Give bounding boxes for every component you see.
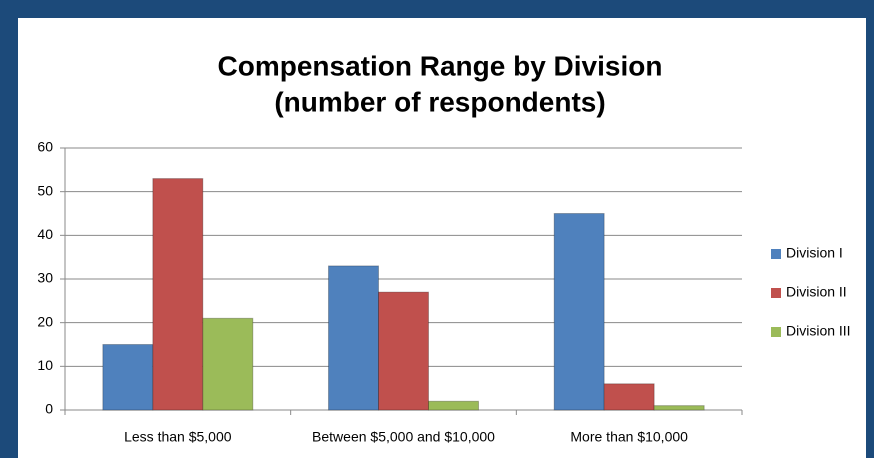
bar (102, 344, 154, 411)
bar (328, 265, 379, 411)
x-tick-label: More than $10,000 (570, 429, 688, 445)
bar (152, 178, 204, 411)
chart-subtitle: (number of respondents) (274, 86, 605, 117)
legend-swatch (771, 288, 781, 298)
chart-title: Compensation Range by Division (218, 50, 663, 81)
bar (653, 405, 705, 411)
x-tick-label: Less than $5,000 (124, 429, 232, 445)
y-tick-label: 20 (37, 313, 53, 329)
y-tick-label: 30 (37, 270, 53, 286)
legend-label: Division II (786, 284, 847, 300)
y-tick-label: 10 (37, 357, 53, 373)
x-tick-label: Between $5,000 and $10,000 (312, 429, 495, 445)
bar (553, 213, 605, 411)
y-tick-label: 40 (37, 226, 53, 242)
legend-swatch (771, 249, 781, 259)
y-tick-label: 0 (45, 401, 53, 417)
bar (428, 400, 479, 411)
y-tick-label: 60 (37, 139, 53, 155)
bar (378, 291, 429, 411)
legend-label: Division III (786, 323, 851, 339)
legend-swatch (771, 327, 781, 337)
y-tick-label: 50 (37, 182, 53, 198)
bar (603, 383, 655, 411)
legend-label: Division I (786, 245, 843, 261)
bar (202, 317, 254, 411)
